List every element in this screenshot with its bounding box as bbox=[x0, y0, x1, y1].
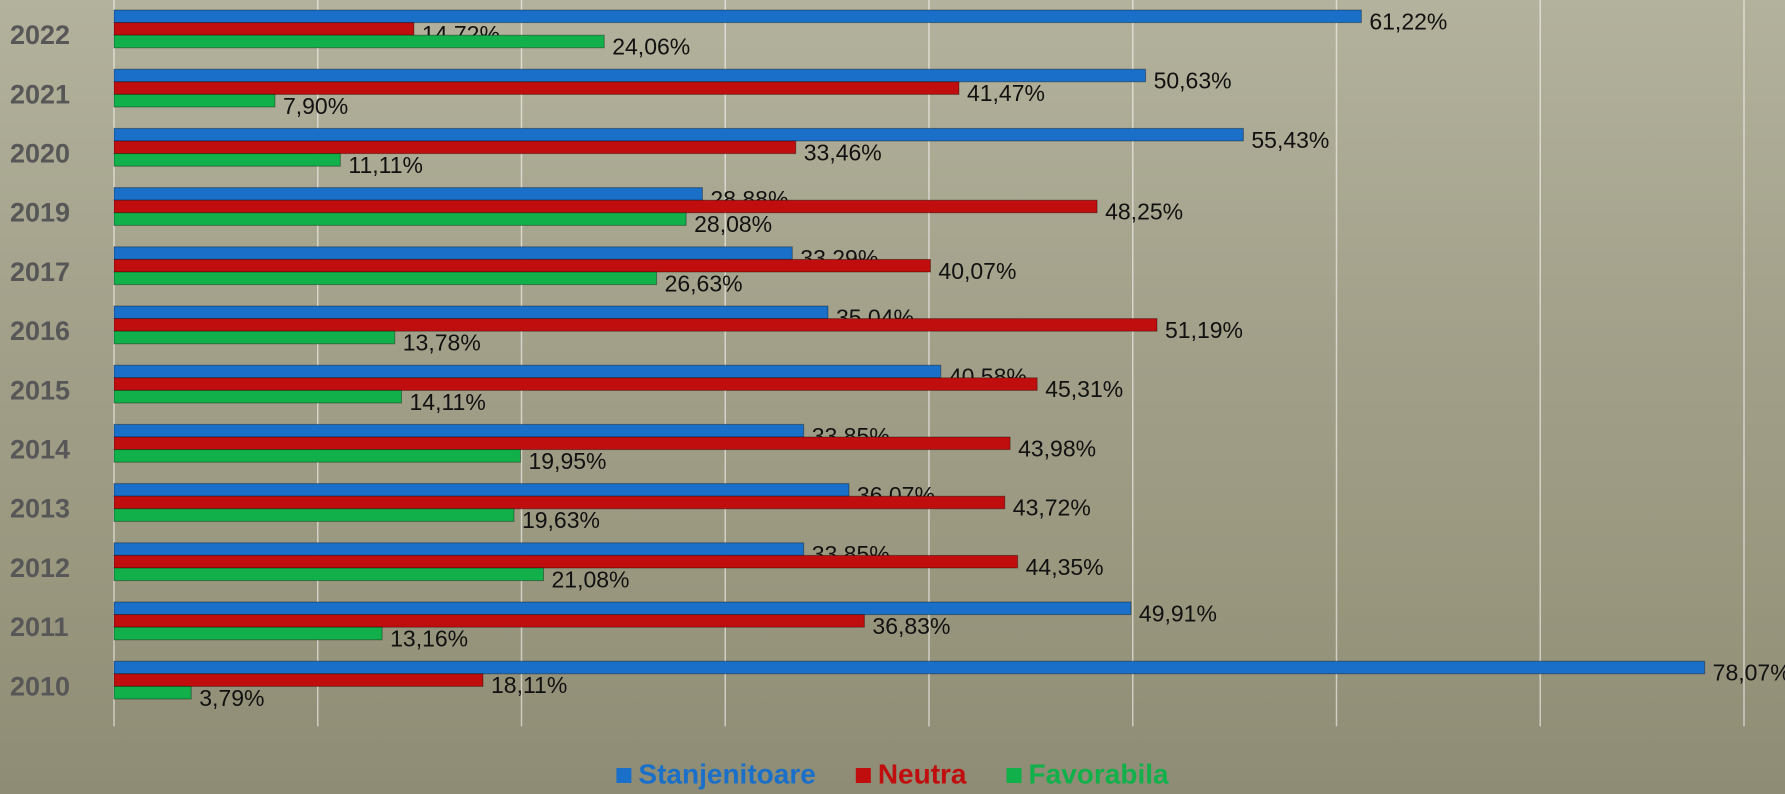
data-label: 49,91% bbox=[1139, 600, 1217, 626]
data-label: 26,63% bbox=[665, 270, 743, 296]
data-label: 19,63% bbox=[522, 507, 600, 533]
bar bbox=[114, 450, 520, 463]
bar bbox=[114, 674, 483, 687]
data-label: 13,78% bbox=[403, 330, 481, 356]
bar bbox=[114, 10, 1361, 23]
y-tick-label: 2012 bbox=[10, 553, 70, 583]
legend-swatch bbox=[616, 768, 631, 783]
bar bbox=[114, 94, 275, 107]
bar bbox=[114, 568, 544, 581]
y-tick-label: 2013 bbox=[10, 494, 70, 524]
data-label: 11,11% bbox=[348, 152, 423, 178]
data-label: 33,46% bbox=[804, 139, 882, 165]
bar bbox=[114, 35, 604, 48]
bar bbox=[114, 615, 864, 628]
bar bbox=[114, 424, 804, 437]
bar bbox=[114, 23, 414, 36]
legend-swatch bbox=[1007, 768, 1022, 783]
bar bbox=[114, 484, 849, 497]
data-label: 48,25% bbox=[1105, 199, 1183, 225]
bar bbox=[114, 365, 941, 378]
data-label: 43,72% bbox=[1013, 495, 1091, 521]
data-label: 44,35% bbox=[1026, 554, 1104, 580]
data-label: 18,11% bbox=[491, 672, 567, 698]
data-label: 14,11% bbox=[409, 389, 485, 415]
data-label: 51,19% bbox=[1165, 317, 1243, 343]
bar bbox=[114, 602, 1131, 615]
data-label: 43,98% bbox=[1018, 435, 1096, 461]
y-tick-label: 2017 bbox=[10, 257, 70, 287]
y-tick-label: 2016 bbox=[10, 316, 70, 346]
data-label: 3,79% bbox=[199, 685, 264, 711]
bar bbox=[114, 331, 395, 344]
bar bbox=[114, 141, 796, 154]
bar bbox=[114, 213, 686, 226]
data-label: 7,90% bbox=[283, 93, 348, 119]
data-label: 40,07% bbox=[938, 258, 1016, 284]
y-tick-label: 2010 bbox=[10, 671, 70, 701]
y-tick-label: 2015 bbox=[10, 375, 70, 405]
y-tick-label: 2014 bbox=[10, 435, 70, 465]
data-label: 78,07% bbox=[1713, 660, 1785, 686]
chart: 202261,22%14,72%24,06%202150,63%41,47%7,… bbox=[0, 0, 1785, 794]
y-tick-label: 2019 bbox=[10, 198, 70, 228]
bar bbox=[114, 319, 1157, 332]
y-tick-label: 2011 bbox=[10, 612, 69, 642]
bar bbox=[114, 128, 1243, 141]
data-label: 55,43% bbox=[1251, 127, 1329, 153]
bar bbox=[114, 390, 401, 403]
data-label: 61,22% bbox=[1369, 8, 1447, 34]
data-label: 13,16% bbox=[390, 626, 468, 652]
bar bbox=[114, 686, 191, 699]
legend-label: Stanjenitoare bbox=[638, 758, 815, 789]
y-tick-label: 2021 bbox=[10, 79, 70, 109]
bar bbox=[114, 543, 804, 556]
y-tick-label: 2020 bbox=[10, 139, 70, 169]
legend-swatch bbox=[856, 768, 871, 783]
data-label: 50,63% bbox=[1154, 68, 1232, 94]
bar bbox=[114, 247, 792, 260]
data-label: 36,83% bbox=[872, 613, 950, 639]
bar bbox=[114, 509, 514, 522]
legend-label: Neutra bbox=[878, 758, 967, 789]
data-label: 24,06% bbox=[612, 34, 690, 60]
bar bbox=[114, 82, 959, 95]
bar bbox=[114, 627, 382, 640]
bar bbox=[114, 188, 702, 201]
bar bbox=[114, 661, 1705, 674]
bar bbox=[114, 306, 828, 319]
y-tick-label: 2022 bbox=[10, 20, 70, 50]
bar bbox=[114, 272, 657, 285]
bar bbox=[114, 154, 340, 167]
data-label: 41,47% bbox=[967, 80, 1045, 106]
data-label: 21,08% bbox=[552, 566, 630, 592]
bar bbox=[114, 259, 930, 272]
data-label: 45,31% bbox=[1045, 376, 1123, 402]
bar bbox=[114, 200, 1097, 213]
data-label: 19,95% bbox=[528, 448, 606, 474]
legend-label: Favorabila bbox=[1029, 758, 1169, 789]
bar bbox=[114, 378, 1037, 391]
data-label: 28,08% bbox=[694, 211, 772, 237]
